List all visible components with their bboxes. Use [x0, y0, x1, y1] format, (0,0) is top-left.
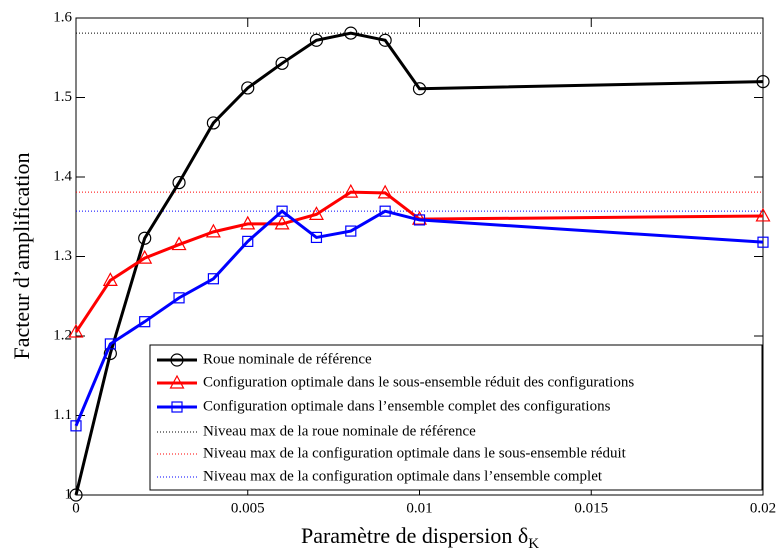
- x-axis-label-text: Paramètre de dispersion δ: [301, 523, 528, 548]
- data-point: [241, 81, 255, 95]
- legend-label: Roue nominale de référence: [203, 351, 372, 367]
- data-point: [104, 338, 116, 350]
- legend-label: Configuration optimale dans l’ensemble c…: [203, 398, 611, 414]
- data-point: [173, 292, 185, 304]
- data-point: [309, 33, 324, 47]
- y-tick-label: 1: [65, 486, 73, 502]
- data-point: [240, 215, 256, 230]
- y-axis-label: Facteur d’amplification: [9, 152, 34, 359]
- data-point: [344, 26, 358, 40]
- data-point: [413, 214, 426, 226]
- data-point: [757, 236, 769, 248]
- data-point: [310, 231, 323, 244]
- data-point: [102, 272, 118, 286]
- legend-label: Configuration optimale dans le sous-ense…: [203, 374, 634, 390]
- y-tick-label: 1.6: [53, 9, 72, 25]
- legend-label: Niveau max de la configuration optimale …: [203, 445, 627, 461]
- data-point: [138, 231, 152, 245]
- data-point: [275, 56, 289, 70]
- legend-label: Niveau max de la roue nominale de référe…: [203, 423, 476, 439]
- x-axis-label-subscript: K: [528, 536, 539, 552]
- data-point: [755, 207, 771, 222]
- data-point: [172, 175, 186, 190]
- y-tick-label: 1.3: [53, 248, 72, 264]
- legend-label: Niveau max de la configuration optimale …: [203, 468, 603, 484]
- data-point: [308, 206, 324, 220]
- data-point: [139, 316, 151, 328]
- data-point: [756, 74, 770, 89]
- x-axis-label: Paramètre de dispersion δK: [301, 523, 539, 552]
- data-point: [171, 236, 187, 251]
- data-point: [412, 82, 427, 96]
- series-line: [74, 209, 764, 427]
- legend-box: [149, 344, 763, 491]
- data-point: [68, 323, 84, 338]
- x-tick-label: 0.01: [406, 500, 432, 516]
- data-point: [274, 215, 290, 230]
- x-tick-label: 0.005: [231, 500, 265, 516]
- x-tick-label: 0.015: [574, 500, 608, 516]
- data-point: [377, 184, 393, 199]
- legend-marker: [171, 401, 183, 413]
- series-line: [74, 31, 764, 496]
- x-tick-label: 0.02: [750, 500, 776, 516]
- legend-marker: [169, 374, 185, 389]
- data-point: [69, 488, 83, 502]
- data-point: [242, 235, 254, 247]
- y-tick-label: 1.4: [53, 168, 72, 184]
- y-tick-label: 1.2: [53, 327, 72, 343]
- data-point: [207, 273, 219, 285]
- legend-marker: [170, 353, 184, 367]
- y-tick-label: 1.5: [53, 89, 72, 105]
- x-tick-label: 0: [72, 500, 80, 516]
- data-point: [205, 223, 221, 238]
- data-point: [137, 249, 153, 264]
- data-point: [378, 33, 392, 47]
- data-point: [345, 225, 357, 237]
- data-point: [343, 183, 359, 198]
- y-tick-label: 1.1: [53, 407, 72, 423]
- data-point: [379, 205, 391, 217]
- data-point: [206, 116, 220, 130]
- data-point: [276, 205, 288, 217]
- data-point: [70, 420, 82, 432]
